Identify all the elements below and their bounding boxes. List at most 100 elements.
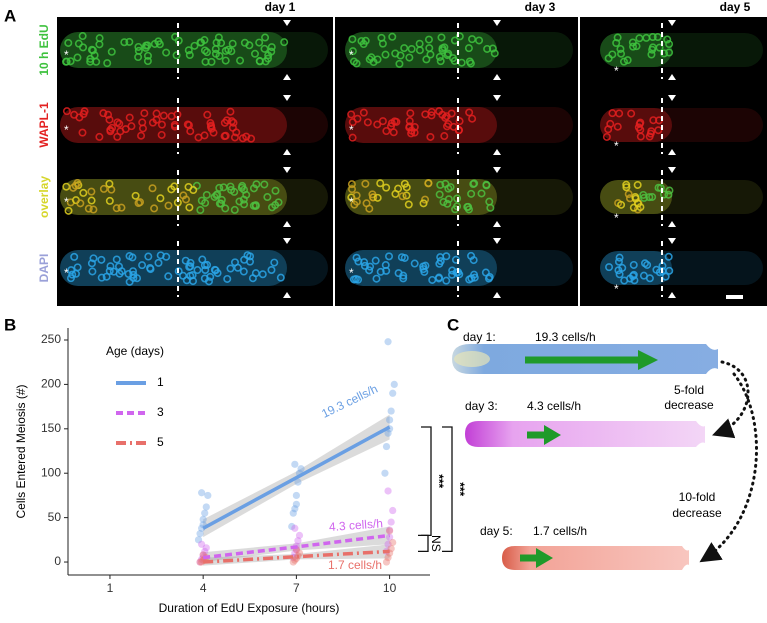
y-tick-label: 0: [54, 554, 61, 568]
data-point: [291, 505, 299, 513]
nucleus: [359, 108, 368, 117]
nucleus: [442, 112, 451, 121]
nucleus: [212, 38, 221, 47]
nucleus: [614, 257, 623, 266]
nucleus: [246, 252, 255, 261]
nucleus: [95, 132, 104, 141]
x-tick-label: 1: [107, 581, 114, 595]
asterisk: *: [349, 195, 354, 209]
nucleus: [164, 201, 173, 210]
arrowhead: [668, 149, 676, 155]
nucleus: [105, 196, 114, 205]
nucleus: [372, 274, 381, 283]
nucleus: [455, 32, 464, 41]
nucleus: [196, 206, 205, 215]
nucleus: [427, 107, 436, 116]
arrowhead: [493, 95, 501, 101]
nucleus: [112, 255, 121, 264]
nucleus: [361, 179, 370, 188]
data-point: [387, 407, 395, 415]
nucleus: [467, 189, 476, 198]
nucleus: [616, 44, 625, 53]
nucleus: [71, 269, 80, 278]
nucleus: [221, 204, 230, 213]
nucleus: [251, 201, 260, 210]
nucleus: [633, 180, 642, 189]
nucleus: [486, 203, 495, 212]
nucleus: [387, 119, 396, 128]
nucleus: [382, 183, 391, 192]
nucleus: [470, 270, 479, 279]
arrowhead: [668, 20, 676, 26]
data-point: [292, 491, 300, 500]
arrowhead: [493, 238, 501, 244]
diagram: day 1: 19.3 cells/h day 3: 4.3 cells/h d…: [452, 330, 758, 570]
nucleus: [352, 253, 361, 262]
nucleus: [255, 57, 264, 66]
asterisk: *: [614, 139, 619, 153]
x-axis-label: Duration of EdU Exposure (hours): [159, 601, 340, 615]
nucleus: [435, 52, 444, 61]
asterisk: *: [64, 48, 69, 62]
arrowhead: [668, 238, 676, 244]
nucleus: [194, 133, 203, 142]
nucleus: [450, 36, 459, 45]
arrowhead: [283, 292, 291, 298]
data-point: [289, 509, 297, 517]
nucleus: [468, 114, 477, 123]
day-label: day 3:: [465, 399, 498, 413]
nucleus: [137, 131, 146, 140]
nucleus: [626, 274, 635, 283]
nucleus: [635, 34, 644, 43]
nucleus: [632, 42, 641, 51]
nucleus: [87, 187, 96, 196]
nucleus: [645, 274, 654, 283]
nucleus: [156, 251, 165, 260]
nucleus: [115, 119, 124, 128]
nucleus: [482, 180, 491, 189]
gonad: [502, 546, 689, 570]
nucleus: [361, 36, 370, 45]
nucleus: [605, 263, 614, 272]
nucleus: [138, 118, 147, 127]
x-tick-label: 4: [200, 581, 207, 595]
nucleus: [435, 190, 444, 199]
nucleus: [396, 51, 405, 60]
nucleus: [348, 47, 357, 56]
nucleus: [649, 116, 658, 125]
nucleus: [406, 109, 415, 118]
data-point: [389, 506, 397, 515]
nucleus: [88, 267, 97, 276]
nucleus: [148, 184, 157, 193]
data-point: [386, 533, 394, 541]
nucleus: [179, 271, 188, 280]
data-point: [294, 537, 302, 545]
data-point: [384, 429, 392, 437]
nucleus: [80, 107, 89, 116]
nucleus: [131, 191, 140, 200]
nucleus: [134, 199, 143, 208]
asterisk: *: [349, 48, 354, 62]
nucleus: [164, 272, 173, 281]
column-header: day 3: [525, 0, 556, 14]
nucleus: [141, 43, 150, 52]
nucleus: [274, 198, 283, 207]
nucleus: [220, 118, 229, 127]
nucleus: [373, 193, 382, 202]
nucleus: [230, 133, 239, 142]
nucleus: [640, 259, 649, 268]
arrowhead: [493, 292, 501, 298]
nucleus: [184, 46, 193, 55]
nucleus: [348, 35, 357, 44]
rate-label: 1.7 cells/h: [533, 524, 587, 538]
nucleus: [653, 33, 662, 42]
decrease-label: 5-fold: [674, 383, 704, 397]
nucleus: [202, 190, 211, 199]
nucleus: [438, 110, 447, 119]
nucleus: [376, 267, 385, 276]
nucleus: [247, 134, 256, 143]
y-tick-label: 150: [41, 421, 61, 435]
nucleus: [410, 259, 419, 268]
nucleus: [354, 257, 363, 266]
